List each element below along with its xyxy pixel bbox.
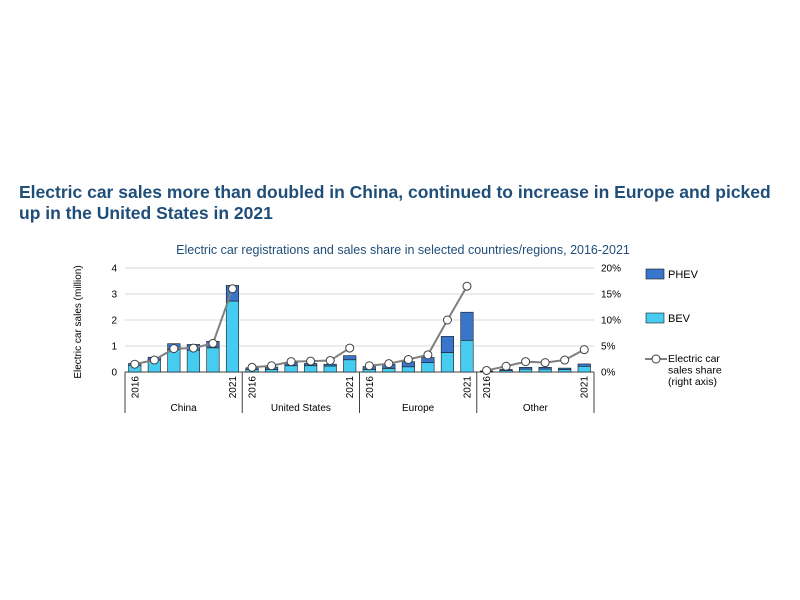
y2-tick-label: 10% (601, 316, 621, 327)
share-point (227, 284, 237, 294)
share-point (364, 361, 374, 371)
y2-tick-label: 15% (601, 290, 621, 301)
bar-bev (538, 368, 552, 373)
bar-phev (577, 363, 591, 367)
legend-label-share-line: (right axis) (668, 376, 717, 388)
group-label: China (171, 403, 198, 414)
right-axis-ticks: 0% 5% 10% 15% 20% (601, 264, 621, 379)
group-label: Europe (402, 403, 435, 414)
legend-swatch-phev (645, 268, 665, 280)
bar-bev (440, 352, 454, 373)
share-point (462, 281, 472, 291)
bar-bev (343, 359, 357, 373)
bar-bev (284, 365, 298, 373)
share-point (423, 350, 433, 360)
group-label: Other (523, 403, 549, 414)
legend-label-phev: PHEV (668, 269, 699, 281)
bar-bev (401, 366, 415, 373)
x-axis: 2016 2021 China 2016 2021 United States 2016 20… (124, 372, 595, 414)
share-point (149, 355, 159, 365)
legend-label-share-line: sales share (668, 365, 722, 377)
y-tick-label: 1 (111, 342, 117, 353)
year-label-last: 2021 (345, 376, 356, 399)
y-tick-label: 3 (111, 290, 117, 301)
bar-phev (538, 367, 552, 370)
year-label-last: 2021 (228, 376, 239, 399)
bar-bev (558, 369, 572, 373)
share-point (403, 355, 413, 365)
bar-phev (558, 367, 572, 370)
y2-tick-label: 0% (601, 368, 616, 379)
bars (128, 285, 591, 373)
bar-bev (519, 368, 533, 373)
y-tick-label: 0 (111, 368, 117, 379)
bar-bev (206, 347, 220, 373)
year-label-first: 2016 (365, 376, 376, 399)
bar-bev (304, 365, 318, 373)
y2-tick-label: 5% (601, 342, 616, 353)
share-point (208, 338, 218, 348)
legend-label-share-line: Electric car (668, 353, 720, 365)
share-point (306, 356, 316, 366)
y-tick-label: 4 (111, 264, 117, 275)
bar-bev (460, 339, 474, 373)
headline: Electric car sales more than doubled in … (19, 182, 771, 223)
y2-tick-label: 20% (601, 264, 621, 275)
legend-label-bev: BEV (668, 313, 691, 325)
share-point (442, 315, 452, 325)
left-axis-ticks: 0 1 2 3 4 (111, 264, 117, 379)
bar-phev (460, 311, 474, 341)
legend-swatch-bev (645, 312, 665, 324)
share-point (521, 357, 531, 367)
bar-phev (440, 336, 454, 353)
bar-bev (577, 365, 591, 373)
bar-phev (519, 367, 533, 370)
share-point (169, 344, 179, 354)
share-point (247, 362, 257, 372)
bar-bev (323, 365, 337, 373)
group-label: United States (271, 403, 331, 414)
bar-phev (343, 355, 357, 361)
bar-bev (186, 349, 200, 373)
bar-bev (421, 362, 435, 373)
chart-title: Electric car registrations and sales sha… (176, 243, 630, 257)
share-point (560, 355, 570, 365)
bar-bev (225, 300, 240, 373)
share-point (501, 361, 511, 371)
share-point (130, 359, 140, 369)
legend-marker-share (651, 354, 661, 364)
share-point (325, 356, 335, 366)
share-point (188, 343, 198, 353)
year-label-first: 2016 (248, 376, 259, 399)
y-axis-label: Electric car sales (million) (73, 265, 84, 378)
share-point (579, 345, 589, 355)
share-point (540, 358, 550, 368)
share-point (267, 361, 277, 371)
y-tick-label: 2 (111, 316, 117, 327)
year-label-last: 2021 (462, 376, 473, 399)
share-point (286, 357, 296, 367)
year-label-last: 2021 (580, 376, 591, 399)
share-point (482, 365, 492, 375)
year-label-first: 2016 (482, 376, 493, 399)
share-lines (130, 281, 589, 375)
year-label-first: 2016 (130, 376, 141, 399)
share-line (486, 348, 585, 372)
share-point (384, 359, 394, 369)
bar-bev (382, 368, 396, 373)
share-point (345, 343, 355, 353)
